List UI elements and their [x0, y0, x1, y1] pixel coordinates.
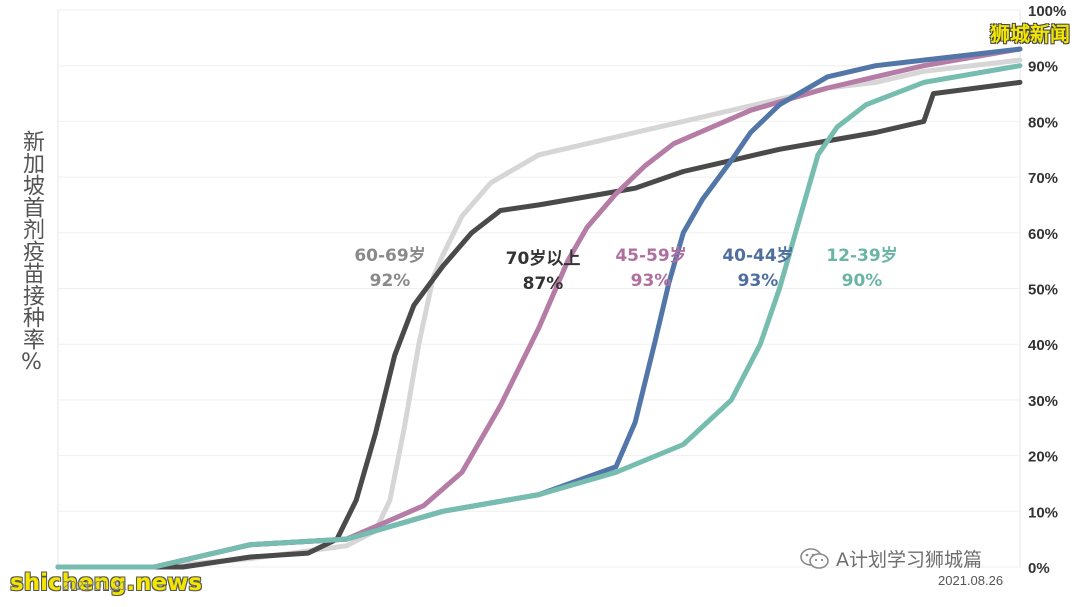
series-label-60-69: 60-69岁 92%	[335, 244, 445, 294]
series-line-3	[55, 46, 1023, 570]
series-name: 12-39岁	[826, 246, 898, 266]
series-name: 40-44岁	[722, 246, 794, 266]
series-name: 60-69岁	[354, 246, 426, 266]
series-line-2	[55, 46, 1023, 570]
series-final-value: 90%	[841, 271, 883, 291]
wechat-icon	[800, 547, 830, 571]
y-tick-label: 70%	[1028, 170, 1058, 187]
y-tick-label: 90%	[1028, 59, 1058, 76]
series-final-value: 93%	[737, 271, 779, 291]
series-name: 70岁以上	[505, 249, 581, 269]
y-axis-title: 新加坡首剂疫苗接种率%	[19, 130, 44, 375]
y-tick-label: 30%	[1028, 393, 1058, 410]
series-line-4	[55, 63, 1023, 570]
y-tick-label: 100%	[1028, 3, 1066, 20]
series-line-1	[55, 79, 1023, 570]
y-tick-label: 50%	[1028, 282, 1058, 299]
watermark-bottom-left: shicheng.news	[10, 570, 203, 596]
wechat-credit: A计划学习狮城篇	[800, 545, 982, 572]
series-line-0	[55, 57, 1023, 570]
series-final-value: 93%	[630, 271, 672, 291]
x-end-label: 2021.08.26	[938, 573, 1004, 588]
y-tick-label: 80%	[1028, 114, 1058, 131]
series-label-12-39: 12-39岁 90%	[807, 244, 917, 294]
series-final-value: 92%	[369, 271, 411, 291]
y-tick-label: 10%	[1028, 504, 1058, 521]
series-name: 45-59岁	[615, 246, 687, 266]
series-label-40-44: 40-44岁 93%	[703, 244, 813, 294]
y-tick-label: 40%	[1028, 337, 1058, 354]
y-tick-label: 20%	[1028, 449, 1058, 466]
wechat-text: A计划学习狮城篇	[836, 549, 982, 571]
series-label-45-59: 45-59岁 93%	[596, 244, 706, 294]
y-tick-label: 0%	[1028, 560, 1050, 577]
series-label-70-plus: 70岁以上 87%	[488, 247, 598, 297]
x-start-label: 2021.01.31	[62, 578, 128, 593]
y-tick-label: 60%	[1028, 226, 1058, 243]
watermark-top-right: 狮城新闻	[990, 22, 1070, 46]
series-final-value: 87%	[522, 274, 564, 294]
